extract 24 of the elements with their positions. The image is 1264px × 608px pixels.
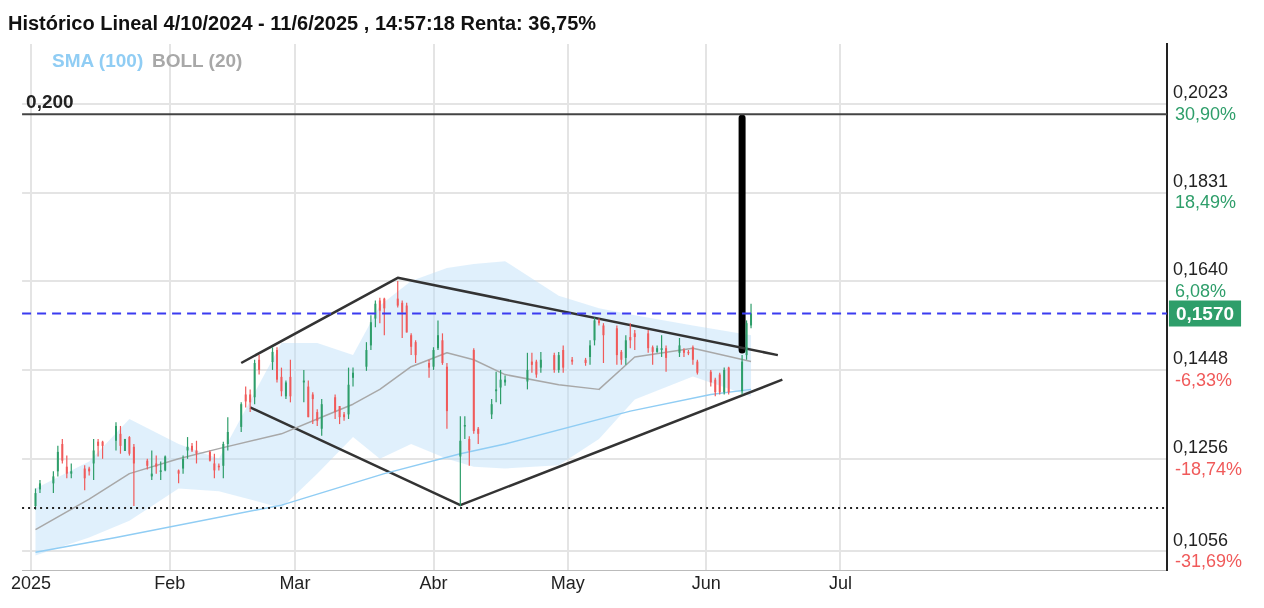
y2-tick-label: 30,90%	[1174, 103, 1237, 124]
chart-title: Histórico Lineal 4/10/2024 - 11/6/2025 , 14:57:18 Renta: 36,75%	[8, 11, 597, 34]
x-tick-label: Jul	[828, 573, 852, 594]
x-tick-label: May	[550, 573, 585, 594]
text: SMA (100)	[52, 49, 144, 71]
x-tick-label: 2025	[11, 573, 52, 594]
ref-line-label: 0,1570	[1175, 302, 1235, 324]
y-tick-label: 0,1256	[1172, 436, 1229, 457]
y-tick-label: 0,2023	[1172, 81, 1229, 102]
y-tick-label: 0,1831	[1172, 170, 1229, 191]
ref-line-label: 0,200	[26, 91, 74, 113]
x-tick-label: Feb	[154, 573, 186, 594]
x-tick-label: Jun	[691, 573, 721, 594]
y2-tick-label: -18,74%	[1174, 458, 1242, 479]
x-tick-label: Abr	[419, 573, 448, 594]
y2-tick-label: -31,69%	[1174, 551, 1242, 572]
y2-tick-label: 18,49%	[1174, 192, 1237, 213]
x-tick-label: Mar	[279, 573, 311, 594]
y-tick-label: 0,1448	[1172, 348, 1229, 369]
text: BOLL (20)	[151, 49, 243, 71]
y2-tick-label: 6,08%	[1174, 281, 1226, 302]
y-tick-label: 0,1640	[1172, 259, 1229, 280]
y2-tick-label: -6,33%	[1174, 370, 1232, 391]
y-tick-label: 0,1056	[1172, 529, 1229, 550]
